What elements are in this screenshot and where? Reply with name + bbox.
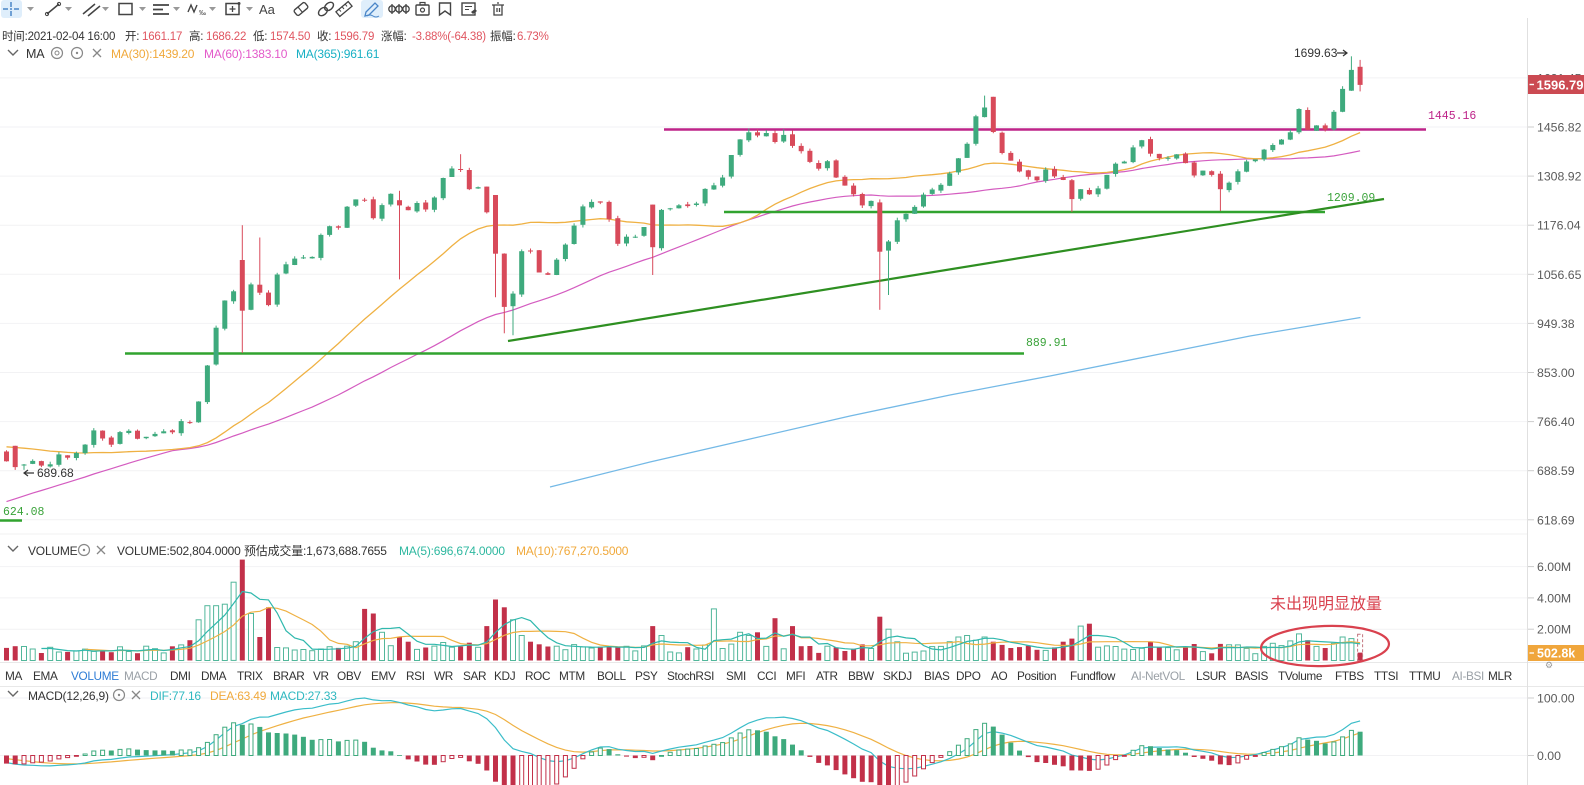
svg-text:AI-NetVOL: AI-NetVOL bbox=[1131, 669, 1186, 683]
svg-text:VOLUME: VOLUME bbox=[71, 669, 119, 683]
svg-text:1308.92: 1308.92 bbox=[1537, 170, 1582, 184]
svg-text:ROC: ROC bbox=[525, 669, 551, 683]
svg-text:DIF:77.16: DIF:77.16 bbox=[150, 689, 201, 703]
svg-text:6.73%: 6.73% bbox=[517, 31, 549, 43]
svg-text:收:: 收: bbox=[317, 29, 331, 43]
svg-text:SMI: SMI bbox=[726, 669, 746, 683]
svg-text:1176.04: 1176.04 bbox=[1537, 219, 1581, 233]
svg-text:DMI: DMI bbox=[170, 669, 191, 683]
svg-text:开:: 开: bbox=[125, 31, 139, 43]
svg-text:1661.17: 1661.17 bbox=[142, 31, 182, 43]
svg-text:766.40: 766.40 bbox=[1537, 415, 1575, 429]
svg-text:预估成交量:1,673,688.7655: 预估成交量:1,673,688.7655 bbox=[244, 543, 387, 558]
svg-text:1596.79: 1596.79 bbox=[334, 31, 374, 43]
svg-text:MA(30):1439.20: MA(30):1439.20 bbox=[111, 47, 195, 61]
svg-text:BIAS: BIAS bbox=[924, 669, 950, 683]
svg-text:SKDJ: SKDJ bbox=[883, 669, 912, 683]
svg-text:689.68: 689.68 bbox=[37, 466, 74, 480]
svg-text:AO: AO bbox=[991, 669, 1008, 683]
svg-text:VR: VR bbox=[313, 669, 329, 683]
svg-text:1456.82: 1456.82 bbox=[1537, 121, 1582, 135]
svg-text:AI-BSI: AI-BSI bbox=[1452, 669, 1484, 683]
svg-text:688.59: 688.59 bbox=[1537, 464, 1575, 478]
svg-text:KDJ: KDJ bbox=[494, 669, 516, 683]
svg-text:949.38: 949.38 bbox=[1537, 317, 1575, 331]
svg-text:LSUR: LSUR bbox=[1196, 669, 1226, 683]
svg-text:VOLUME:502,804.0000: VOLUME:502,804.0000 bbox=[117, 544, 241, 558]
svg-text:1056.65: 1056.65 bbox=[1537, 268, 1582, 282]
svg-text:MTM: MTM bbox=[559, 669, 585, 683]
svg-text:StochRSI: StochRSI bbox=[667, 669, 714, 683]
svg-text:涨幅:: 涨幅: bbox=[381, 30, 407, 43]
svg-text:MFI: MFI bbox=[786, 669, 805, 683]
svg-text:6.00M: 6.00M bbox=[1537, 560, 1571, 574]
svg-text:BBW: BBW bbox=[848, 669, 875, 683]
svg-text:MACD(12,26,9): MACD(12,26,9) bbox=[28, 689, 109, 703]
svg-text:-3.88%(-64.38): -3.88%(-64.38) bbox=[412, 31, 486, 43]
svg-text:TVolume: TVolume bbox=[1278, 669, 1323, 683]
svg-text:VOLUME: VOLUME bbox=[28, 544, 78, 558]
svg-text:100.00: 100.00 bbox=[1537, 692, 1575, 706]
svg-text:振幅:: 振幅: bbox=[490, 29, 516, 43]
svg-text:OBV: OBV bbox=[337, 669, 361, 683]
svg-text:Position: Position bbox=[1017, 669, 1056, 683]
svg-text:Fundflow: Fundflow bbox=[1070, 669, 1116, 683]
svg-text:FTBS: FTBS bbox=[1335, 669, 1364, 683]
svg-text:TTSI: TTSI bbox=[1374, 669, 1398, 683]
svg-text:⚙: ⚙ bbox=[1545, 660, 1553, 670]
svg-text:低:: 低: bbox=[253, 30, 267, 43]
svg-text:MA(60):1383.10: MA(60):1383.10 bbox=[204, 47, 288, 61]
svg-text:1699.63: 1699.63 bbox=[1294, 46, 1338, 60]
svg-text:2.00M: 2.00M bbox=[1537, 623, 1571, 637]
svg-text:未出现明显放量: 未出现明显放量 bbox=[1270, 595, 1382, 613]
svg-text:1574.50: 1574.50 bbox=[270, 31, 310, 43]
svg-text:0.00: 0.00 bbox=[1537, 749, 1561, 763]
svg-text:EMA: EMA bbox=[33, 669, 58, 683]
svg-text:WR: WR bbox=[434, 669, 453, 683]
svg-text:502.8k: 502.8k bbox=[1537, 647, 1575, 661]
svg-text:TTMU: TTMU bbox=[1409, 669, 1440, 683]
svg-text:1686.22: 1686.22 bbox=[206, 31, 246, 43]
svg-text:ATR: ATR bbox=[816, 669, 838, 683]
svg-text:TRIX: TRIX bbox=[237, 669, 263, 683]
svg-text:624.08: 624.08 bbox=[3, 506, 45, 519]
svg-text:1596.79: 1596.79 bbox=[1537, 78, 1584, 93]
svg-text:DMA: DMA bbox=[201, 669, 227, 683]
svg-text:MA(5):696,674.0000: MA(5):696,674.0000 bbox=[399, 544, 505, 558]
svg-text:1445.16: 1445.16 bbox=[1428, 110, 1476, 123]
svg-text:RSI: RSI bbox=[406, 669, 425, 683]
svg-text:时间:2021-02-04 16:00: 时间:2021-02-04 16:00 bbox=[2, 30, 115, 43]
svg-text:BOLL: BOLL bbox=[597, 669, 627, 683]
svg-text:BASIS: BASIS bbox=[1235, 669, 1268, 683]
svg-text:CCI: CCI bbox=[757, 669, 776, 683]
svg-text:MA: MA bbox=[5, 669, 22, 683]
svg-text:618.69: 618.69 bbox=[1537, 513, 1575, 527]
svg-text:889.91: 889.91 bbox=[1026, 337, 1068, 350]
svg-text:DEA:63.49: DEA:63.49 bbox=[210, 689, 267, 703]
svg-text:EMV: EMV bbox=[371, 669, 396, 683]
svg-text:Aa: Aa bbox=[259, 2, 276, 17]
svg-text:高:: 高: bbox=[189, 29, 203, 43]
svg-text:1209.09: 1209.09 bbox=[1327, 192, 1375, 205]
svg-text:MA(10):767,270.5000: MA(10):767,270.5000 bbox=[516, 544, 629, 558]
svg-text:BRAR: BRAR bbox=[273, 669, 304, 683]
svg-text:MLR: MLR bbox=[1488, 669, 1512, 683]
svg-text:4.00M: 4.00M bbox=[1537, 591, 1571, 605]
svg-text:‰: ‰ bbox=[199, 10, 206, 17]
svg-text:PSY: PSY bbox=[635, 669, 658, 683]
svg-text:MACD:27.33: MACD:27.33 bbox=[270, 689, 337, 703]
svg-text:MACD: MACD bbox=[124, 669, 157, 683]
svg-text:DPO: DPO bbox=[956, 669, 981, 683]
svg-text:MA(365):961.61: MA(365):961.61 bbox=[296, 47, 380, 61]
svg-text:853.00: 853.00 bbox=[1537, 366, 1575, 380]
svg-text:MA: MA bbox=[26, 47, 45, 61]
svg-text:SAR: SAR bbox=[463, 669, 486, 683]
